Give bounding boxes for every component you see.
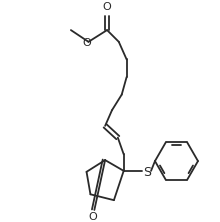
Text: O: O: [103, 2, 112, 12]
Text: S: S: [143, 166, 151, 179]
Text: O: O: [88, 212, 97, 222]
Text: O: O: [82, 38, 91, 48]
